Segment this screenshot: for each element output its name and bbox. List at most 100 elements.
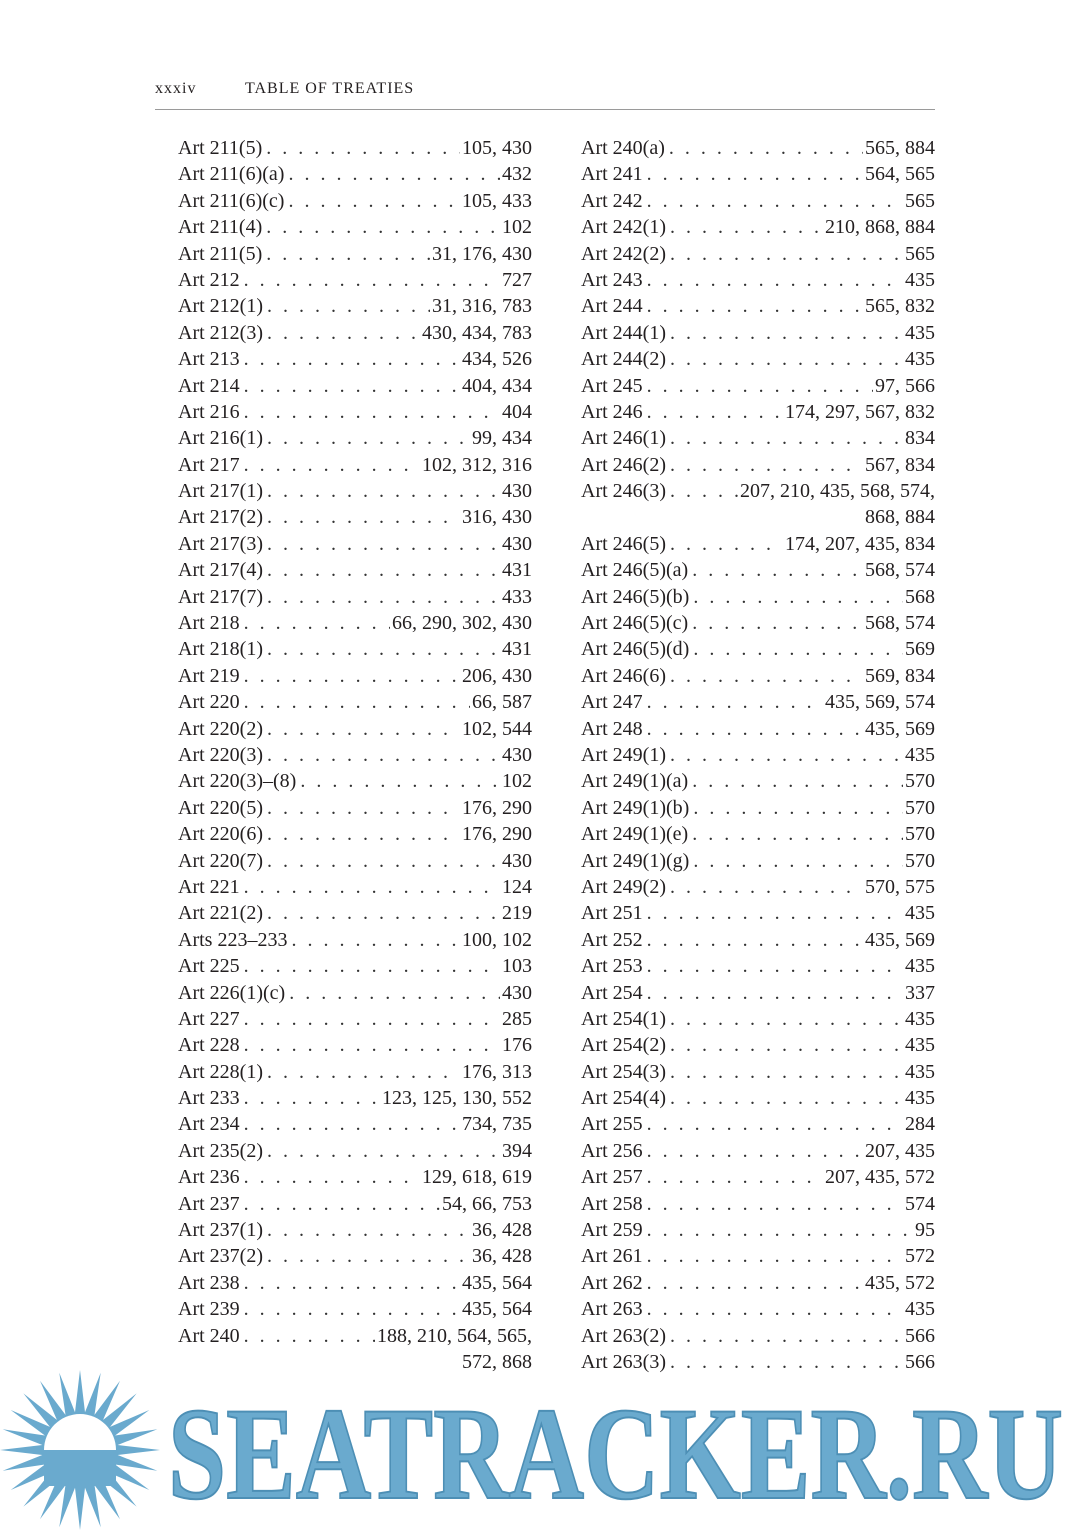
dot-leader xyxy=(266,241,430,267)
index-entry: Art 261 572 xyxy=(581,1243,935,1269)
index-entry: Art 258 574 xyxy=(581,1191,935,1217)
entry-pages: 102 xyxy=(502,770,532,793)
index-entry: Art 220(3)–(8) 102 xyxy=(178,768,532,794)
entry-pages: 129, 618, 619 xyxy=(422,1166,532,1189)
index-entry: Art 249(1)(b) 570 xyxy=(581,795,935,821)
entry-pages: 435, 564 xyxy=(462,1271,532,1294)
index-entry: Art 217(7) 433 xyxy=(178,584,532,610)
dot-leader xyxy=(670,346,903,372)
dot-leader xyxy=(647,927,863,953)
entry-pages: 569, 834 xyxy=(865,664,935,687)
entry-pages: 394 xyxy=(502,1139,532,1162)
index-entry: Art 213 434, 526 xyxy=(178,346,532,372)
dot-leader xyxy=(647,953,903,979)
entry-label: Art 249(1)(a) xyxy=(581,770,689,793)
entry-pages: 435, 569, 574 xyxy=(825,691,935,714)
index-entry: Art 237(2) 36, 428 xyxy=(178,1243,532,1269)
entry-pages: 435 xyxy=(905,1298,935,1321)
index-entry: Art 227 285 xyxy=(178,1006,532,1032)
dot-leader xyxy=(647,716,863,742)
index-entry: Art 233 123, 125, 130, 552 xyxy=(178,1085,532,1111)
index-entry: Art 211(6)(c) 105, 433 xyxy=(178,188,532,214)
entry-label: Art 254 xyxy=(581,981,643,1004)
entry-pages: 285 xyxy=(502,1007,532,1030)
entry-pages: 435 xyxy=(905,902,935,925)
entry-pages: 102 xyxy=(502,216,532,239)
entry-label: Art 246(5)(d) xyxy=(581,638,690,661)
entry-pages: 430 xyxy=(502,532,532,555)
entry-label: Art 237(2) xyxy=(178,1245,263,1268)
dot-leader xyxy=(244,373,460,399)
dot-leader xyxy=(244,1111,460,1137)
index-entry: Art 253 435 xyxy=(581,953,935,979)
entry-label: Art 220 xyxy=(178,691,240,714)
index-entry: Art 220(6) 176, 290 xyxy=(178,821,532,847)
index-entry: Art 225 103 xyxy=(178,953,532,979)
entry-label: Art 245 xyxy=(581,374,643,397)
dot-leader xyxy=(647,1296,903,1322)
entry-label: Art 212 xyxy=(178,268,240,291)
entry-pages: 404, 434 xyxy=(462,374,532,397)
entry-pages: 431 xyxy=(502,559,532,582)
entry-pages: 207, 435 xyxy=(865,1139,935,1162)
dot-leader xyxy=(244,1296,460,1322)
index-entry: Art 246(5)(c) 568, 574 xyxy=(581,610,935,636)
entry-label: Art 241 xyxy=(581,163,643,186)
dot-leader xyxy=(670,241,903,267)
index-entry: 572, 868 xyxy=(178,1349,532,1375)
entry-pages: 95 xyxy=(915,1219,935,1242)
index-entry: Art 211(5) 31, 176, 430 xyxy=(178,241,532,267)
index-entry: Art 221 124 xyxy=(178,874,532,900)
entry-pages: 568, 574 xyxy=(865,612,935,635)
entry-pages: 570 xyxy=(905,770,935,793)
entry-label: Art 220(3) xyxy=(178,743,263,766)
entry-pages: 565 xyxy=(905,189,935,212)
entry-pages: 435, 569 xyxy=(865,717,935,740)
dot-leader xyxy=(670,452,863,478)
index-entry: Art 219 206, 430 xyxy=(178,663,532,689)
sun-icon xyxy=(0,1370,160,1530)
dot-leader xyxy=(267,478,500,504)
dot-leader xyxy=(267,320,420,346)
entry-label: Art 236 xyxy=(178,1166,240,1189)
dot-leader xyxy=(647,399,783,425)
entry-label: Art 219 xyxy=(178,664,240,687)
entry-pages: 123, 125, 130, 552 xyxy=(382,1087,532,1110)
dot-leader xyxy=(670,874,863,900)
index-entry: Art 211(4) 102 xyxy=(178,214,532,240)
dot-leader xyxy=(267,821,460,847)
entry-pages: 430, 434, 783 xyxy=(422,321,532,344)
dot-leader xyxy=(647,900,903,926)
entry-label: Art 228(1) xyxy=(178,1060,263,1083)
entry-label: Art 247 xyxy=(581,691,643,714)
dot-leader xyxy=(244,1164,420,1190)
entry-pages: 435 xyxy=(905,1007,935,1030)
dot-leader xyxy=(291,927,460,953)
entry-label: Art 243 xyxy=(581,268,643,291)
entry-label: Art 242(1) xyxy=(581,216,666,239)
entry-label: Art 254(2) xyxy=(581,1034,666,1057)
dot-leader xyxy=(669,135,863,161)
index-entry: Art 212(3) 430, 434, 783 xyxy=(178,320,532,346)
dot-leader xyxy=(647,267,903,293)
dot-leader xyxy=(670,320,903,346)
entry-pages: 566 xyxy=(905,1350,935,1373)
dot-leader xyxy=(693,636,903,662)
entry-pages: 174, 207, 435, 834 xyxy=(785,532,935,555)
entry-label: Art 244(2) xyxy=(581,348,666,371)
entry-label: Art 263(3) xyxy=(581,1350,666,1373)
entry-label: Art 235(2) xyxy=(178,1139,263,1162)
dot-leader xyxy=(647,1191,903,1217)
entry-label: Art 252 xyxy=(581,928,643,951)
dot-leader xyxy=(266,135,460,161)
dot-leader xyxy=(244,1191,440,1217)
index-entry: Art 263 435 xyxy=(581,1296,935,1322)
dot-leader xyxy=(670,1085,903,1111)
entry-label: Art 218(1) xyxy=(178,638,263,661)
entry-pages: 207, 210, 435, 568, 574, xyxy=(740,480,935,503)
entry-pages: 97, 566 xyxy=(875,374,935,397)
index-entry: Art 247 435, 569, 574 xyxy=(581,689,935,715)
index-entry: Art 242 565 xyxy=(581,188,935,214)
dot-leader xyxy=(267,1138,500,1164)
entry-pages: 219 xyxy=(502,902,532,925)
